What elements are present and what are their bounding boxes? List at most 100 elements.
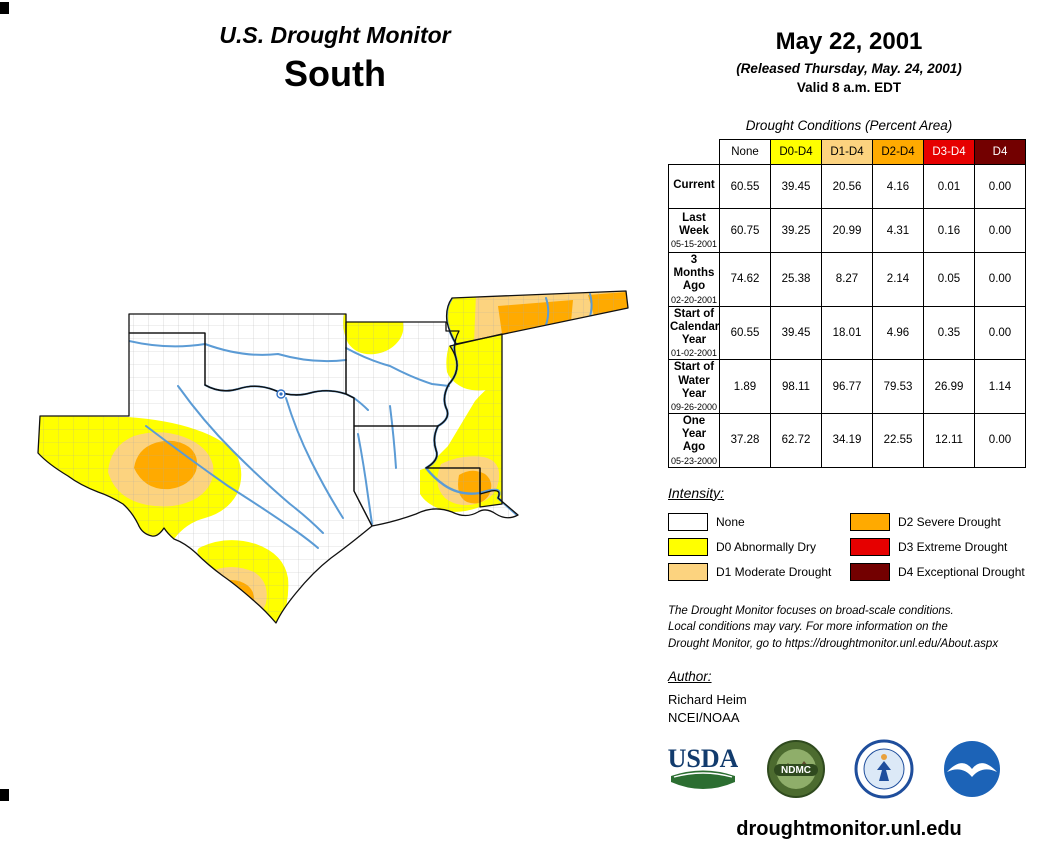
legend-swatch-d0	[668, 538, 708, 557]
table-row-one-year-ago: One Year Ago 05-23-2000 37.28 62.72 34.19…	[668, 412, 1026, 468]
legend-title: Intensity:	[668, 484, 725, 501]
page-title: U.S. Drought Monitor	[219, 22, 451, 48]
lake-marker-dot	[279, 392, 283, 396]
row-label: Last Week	[679, 211, 709, 237]
row-label: Current	[673, 179, 715, 192]
legend-item-none: None	[668, 510, 850, 535]
cell-value: 4.31	[872, 208, 924, 253]
cell-value: 20.56	[821, 164, 873, 209]
page-corner-mark-bottom	[0, 789, 9, 801]
svg-text:USDA: USDA	[668, 744, 738, 773]
cell-value: 79.53	[872, 359, 924, 414]
author-name: Richard Heim	[668, 691, 747, 707]
cell-value: 1.89	[719, 359, 771, 414]
map-title-block: U.S. Drought Monitor South	[95, 22, 575, 95]
col-header-d2d4: D2-D4	[872, 139, 924, 165]
region-title: South	[284, 53, 386, 94]
noaa-logo	[942, 739, 1002, 804]
cell-value: 39.45	[770, 305, 822, 361]
cell-value: 98.11	[770, 359, 822, 414]
row-label: One Year Ago	[681, 414, 707, 454]
col-header-d0d4: D0-D4	[770, 139, 822, 165]
table-row-last-week: Last Week 05-15-2001 60.75 39.25 20.99 4.…	[668, 208, 1026, 253]
cell-value: 26.99	[923, 359, 975, 414]
legend-swatch-none	[668, 513, 708, 532]
commerce-seal-icon	[854, 739, 914, 804]
agency-logos: USDA NDMC	[668, 739, 1030, 804]
cell-value: 25.38	[770, 252, 822, 307]
author-heading: Author:	[668, 668, 712, 684]
cell-value: 0.01	[923, 164, 975, 209]
cell-value: 0.05	[923, 252, 975, 307]
table-header-row: None D0-D4 D1-D4 D2-D4 D3-D4 D4	[669, 139, 1026, 165]
row-date: 02-20-2001	[670, 294, 718, 305]
info-panel: May 22, 2001 (Released Thursday, May. 24…	[668, 28, 1030, 841]
cell-value: 0.00	[974, 164, 1026, 209]
legend-item-d0: D0 Abnormally Dry	[668, 535, 850, 560]
river-trinity	[285, 397, 344, 519]
cell-value: 62.72	[770, 412, 822, 468]
disclaimer-line: Local conditions may vary. For more info…	[668, 621, 948, 634]
svg-text:NDMC: NDMC	[781, 765, 811, 776]
drought-map	[37, 290, 629, 624]
disclaimer: The Drought Monitor focuses on broad-sca…	[668, 603, 1030, 653]
page-corner-mark-top	[0, 2, 9, 14]
col-header-d4: D4	[974, 139, 1026, 165]
table-row-start-water-year: Start of Water Year 09-26-2000 1.89 98.11…	[668, 359, 1026, 414]
cell-value: 0.00	[974, 252, 1026, 307]
legend-item-d2: D2 Severe Drought	[850, 510, 1030, 535]
legend-swatch-d2	[850, 513, 890, 532]
cell-value: 0.35	[923, 305, 975, 361]
cell-value: 0.16	[923, 208, 975, 253]
cell-value: 18.01	[821, 305, 873, 361]
county-grid	[38, 291, 628, 623]
cell-value: 0.00	[974, 208, 1026, 253]
table-row-3-months-ago: 3 Months Ago 02-20-2001 74.62 25.38 8.27 …	[668, 252, 1026, 307]
map-date: May 22, 2001	[775, 28, 923, 55]
cell-value: 74.62	[719, 252, 771, 307]
table-title: Drought Conditions (Percent Area)	[745, 118, 953, 133]
cell-value: 0.00	[974, 305, 1026, 361]
legend-swatch-d3	[850, 538, 890, 557]
valid-line: Valid 8 a.m. EDT	[796, 80, 902, 95]
cell-value: 4.96	[872, 305, 924, 361]
col-header-d1d4: D1-D4	[821, 139, 873, 165]
row-date: 05-23-2000	[670, 455, 718, 466]
cell-value: 12.11	[923, 412, 975, 468]
disclaimer-line: Drought Monitor, go to https://droughtmo…	[668, 637, 999, 650]
row-date: 01-02-2001	[670, 348, 718, 359]
col-header-d3d4: D3-D4	[923, 139, 975, 165]
river-canadian	[128, 340, 347, 363]
drought-conditions-table: None D0-D4 D1-D4 D2-D4 D3-D4 D4 Current …	[668, 139, 1026, 468]
map-container	[28, 286, 638, 641]
river-brazos	[177, 385, 324, 534]
cell-value: 4.16	[872, 164, 924, 209]
cell-value: 37.28	[719, 412, 771, 468]
ndmc-logo: NDMC	[766, 739, 826, 804]
legend-item-d3: D3 Extreme Drought	[850, 535, 1030, 560]
legend-swatch-d4	[850, 563, 890, 582]
author-org: NCEI/NOAA	[668, 709, 740, 725]
cell-value: 60.75	[719, 208, 771, 253]
cell-value: 1.14	[974, 359, 1026, 414]
cell-value: 2.14	[872, 252, 924, 307]
released-line: (Released Thursday, May. 24, 2001)	[736, 61, 962, 76]
table-corner-cell	[669, 140, 720, 165]
row-label: Start of Water Year	[673, 361, 715, 400]
cell-value: 39.25	[770, 208, 822, 253]
usda-logo: USDA	[668, 741, 739, 802]
cell-value: 96.77	[821, 359, 873, 414]
legend-item-d4: D4 Exceptional Drought	[850, 560, 1030, 585]
legend-item-d1: D1 Moderate Drought	[668, 560, 850, 585]
row-label: Start of Calendar Year	[670, 307, 720, 347]
cell-value: 60.55	[719, 305, 771, 361]
river-colorado	[145, 425, 319, 549]
cell-value: 60.55	[719, 164, 771, 209]
row-date: 05-15-2001	[670, 239, 718, 250]
cell-value: 0.00	[974, 412, 1026, 468]
cell-value: 8.27	[821, 252, 873, 307]
row-date: 09-26-2000	[670, 401, 718, 412]
cell-value: 20.99	[821, 208, 873, 253]
river-sabine	[357, 433, 373, 525]
col-header-none: None	[719, 139, 771, 165]
